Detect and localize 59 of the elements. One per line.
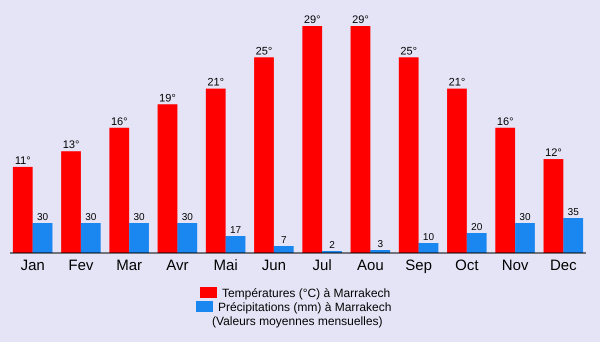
data-label: 11° [14, 154, 31, 167]
bar [350, 26, 370, 253]
bar [12, 166, 33, 253]
data-label: 12° [545, 147, 562, 160]
legend-label: Précipitations (mm) à Marrakech [218, 300, 392, 314]
data-label: 30 [85, 212, 97, 223]
data-label: 16° [496, 116, 514, 128]
x-tick-label: Fev [68, 257, 94, 274]
data-label: 13° [62, 139, 80, 152]
data-label: 25° [400, 45, 418, 58]
text: (Valeurs moyennes mensuelles) [212, 314, 383, 328]
bar [158, 104, 178, 253]
data-label: 21° [207, 76, 224, 89]
data-label: 20 [471, 222, 483, 233]
data-label: 30 [519, 212, 531, 223]
bar [495, 128, 516, 253]
bar [80, 223, 101, 253]
bar [447, 88, 467, 253]
x-tick-label: Oct [455, 257, 480, 274]
x-tick-label: Jul [312, 257, 332, 274]
data-label: 17 [230, 225, 242, 236]
x-tick-label: Avr [166, 257, 189, 274]
bar [544, 159, 564, 253]
x-tick-label: Mar [116, 257, 142, 274]
bar [418, 243, 438, 253]
data-label: 25° [256, 45, 272, 58]
data-label: 21° [448, 76, 466, 89]
bar [398, 57, 419, 253]
x-tick-label: Mai [214, 257, 238, 274]
bar [226, 236, 246, 253]
bar [206, 88, 226, 253]
x-tick-label: Nov [502, 257, 529, 274]
bar [274, 246, 294, 253]
data-label: 7 [280, 235, 287, 246]
data-label: 3 [377, 239, 384, 250]
bar [466, 233, 487, 253]
bar [254, 57, 274, 253]
x-tick-label: Jun [262, 257, 286, 274]
legend-label: Températures (°C) à Marrakech [222, 286, 390, 300]
bar [109, 128, 130, 253]
data-label: 16° [110, 116, 128, 128]
bar [61, 151, 81, 253]
data-label: 29° [352, 14, 369, 26]
data-label: 30 [182, 212, 194, 223]
data-label: 2 [329, 240, 336, 251]
x-tick-label: Aou [357, 257, 384, 274]
x-tick-label: Jan [20, 257, 45, 274]
x-tick-label: Dec [550, 257, 578, 274]
bar [302, 26, 322, 253]
bar [177, 223, 198, 253]
bar [129, 223, 149, 253]
data-label: 30 [133, 212, 146, 223]
data-label: 30 [37, 212, 49, 223]
data-label: 29° [304, 14, 321, 26]
data-label: 10 [422, 232, 434, 243]
x-tick-label: Sep [405, 257, 432, 274]
bar [515, 223, 535, 253]
data-label: 35 [568, 207, 580, 218]
data-label: 19° [159, 92, 176, 104]
